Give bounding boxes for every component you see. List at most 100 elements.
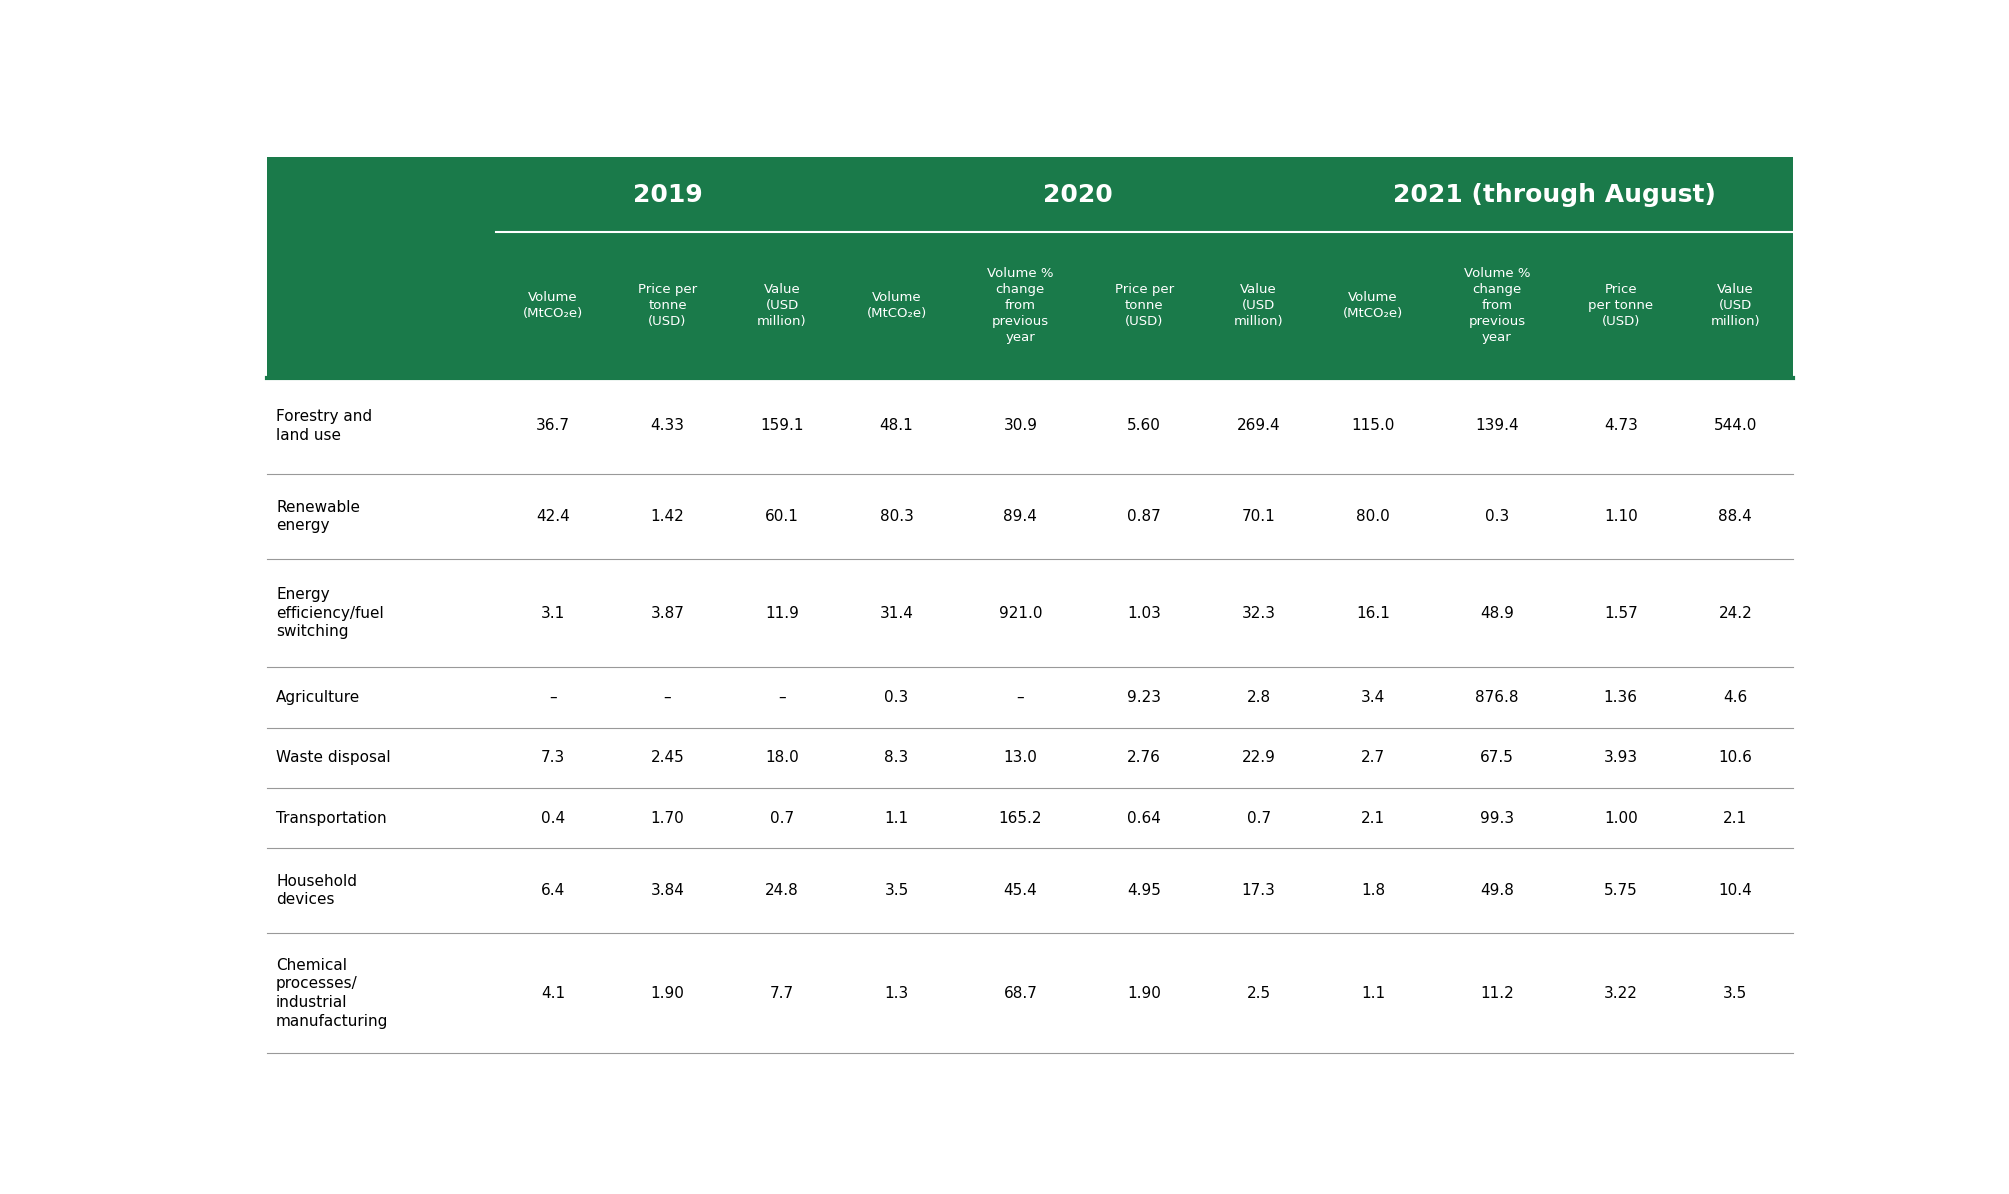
Text: Household
devices: Household devices (275, 874, 358, 907)
Text: 1.00: 1.00 (1603, 811, 1637, 826)
Text: Volume
(MtCO₂e): Volume (MtCO₂e) (1344, 290, 1402, 320)
Text: 2.7: 2.7 (1360, 750, 1386, 765)
Text: 80.3: 80.3 (880, 509, 914, 524)
Text: 7.7: 7.7 (769, 985, 794, 1001)
Text: 544.0: 544.0 (1714, 418, 1758, 433)
Text: 7.3: 7.3 (540, 750, 565, 765)
Text: 159.1: 159.1 (759, 418, 804, 433)
Text: 36.7: 36.7 (536, 418, 571, 433)
Text: Energy
efficiency/fuel
switching: Energy efficiency/fuel switching (275, 587, 384, 639)
Text: –: – (1017, 690, 1025, 704)
Text: Value
(USD
million): Value (USD million) (1710, 283, 1760, 327)
Text: 4.1: 4.1 (540, 985, 565, 1001)
Text: 42.4: 42.4 (536, 509, 571, 524)
Text: 5.60: 5.60 (1127, 418, 1161, 433)
Text: 3.1: 3.1 (540, 605, 565, 621)
Text: Value
(USD
million): Value (USD million) (757, 283, 808, 327)
Text: 8.3: 8.3 (884, 750, 908, 765)
Text: 22.9: 22.9 (1242, 750, 1276, 765)
Text: 1.8: 1.8 (1360, 884, 1386, 898)
Text: 1.70: 1.70 (651, 811, 685, 826)
Text: Value
(USD
million): Value (USD million) (1234, 283, 1284, 327)
Text: 3.93: 3.93 (1603, 750, 1637, 765)
Text: 6.4: 6.4 (540, 884, 565, 898)
Text: 13.0: 13.0 (1002, 750, 1037, 765)
Text: 3.4: 3.4 (1360, 690, 1386, 704)
Text: 1.1: 1.1 (1360, 985, 1386, 1001)
Text: Volume
(MtCO₂e): Volume (MtCO₂e) (866, 290, 926, 320)
Text: Volume %
change
from
previous
year: Volume % change from previous year (986, 266, 1053, 344)
Text: Chemical
processes/
industrial
manufacturing: Chemical processes/ industrial manufactu… (275, 958, 388, 1028)
Text: 0.4: 0.4 (540, 811, 565, 826)
Text: 0.7: 0.7 (1246, 811, 1272, 826)
Text: 5.75: 5.75 (1603, 884, 1637, 898)
Text: 11.2: 11.2 (1481, 985, 1515, 1001)
Text: Renewable
energy: Renewable energy (275, 500, 360, 534)
Text: 2.8: 2.8 (1246, 690, 1272, 704)
Text: 269.4: 269.4 (1238, 418, 1280, 433)
Text: 2.76: 2.76 (1127, 750, 1161, 765)
Text: 11.9: 11.9 (765, 605, 800, 621)
Text: 2.1: 2.1 (1360, 811, 1386, 826)
Text: Waste disposal: Waste disposal (275, 750, 390, 765)
Text: Price per
tonne
(USD): Price per tonne (USD) (1115, 283, 1173, 327)
Text: 2021 (through August): 2021 (through August) (1392, 183, 1716, 207)
Text: 0.3: 0.3 (1485, 509, 1509, 524)
Text: 89.4: 89.4 (1002, 509, 1037, 524)
Text: Forestry and
land use: Forestry and land use (275, 410, 372, 443)
Text: 2.45: 2.45 (651, 750, 685, 765)
Text: 60.1: 60.1 (765, 509, 800, 524)
Text: –: – (777, 690, 786, 704)
Text: 1.90: 1.90 (1127, 985, 1161, 1001)
Text: Price per
tonne
(USD): Price per tonne (USD) (639, 283, 697, 327)
Text: 4.95: 4.95 (1127, 884, 1161, 898)
Text: 9.23: 9.23 (1127, 690, 1161, 704)
Text: 139.4: 139.4 (1475, 418, 1519, 433)
Text: 3.22: 3.22 (1603, 985, 1637, 1001)
Text: 31.4: 31.4 (880, 605, 914, 621)
Text: Transportation: Transportation (275, 811, 386, 826)
Text: 45.4: 45.4 (1002, 884, 1037, 898)
Text: 1.1: 1.1 (884, 811, 908, 826)
Text: 4.33: 4.33 (651, 418, 685, 433)
Text: 70.1: 70.1 (1242, 509, 1276, 524)
Text: 2020: 2020 (1043, 183, 1113, 207)
Text: 115.0: 115.0 (1352, 418, 1394, 433)
Text: 18.0: 18.0 (765, 750, 800, 765)
Text: 1.42: 1.42 (651, 509, 685, 524)
Text: 10.4: 10.4 (1718, 884, 1752, 898)
Text: Volume
(MtCO₂e): Volume (MtCO₂e) (522, 290, 583, 320)
Text: 80.0: 80.0 (1356, 509, 1390, 524)
Bar (267, 377, 1792, 1053)
Text: 1.90: 1.90 (651, 985, 685, 1001)
Text: 30.9: 30.9 (1002, 418, 1037, 433)
Text: 1.10: 1.10 (1603, 509, 1637, 524)
Text: 16.1: 16.1 (1356, 605, 1390, 621)
Text: 921.0: 921.0 (998, 605, 1043, 621)
Text: 32.3: 32.3 (1242, 605, 1276, 621)
Text: 165.2: 165.2 (998, 811, 1043, 826)
Text: 4.6: 4.6 (1724, 690, 1748, 704)
Text: 4.73: 4.73 (1603, 418, 1637, 433)
Text: 3.5: 3.5 (884, 884, 908, 898)
Text: Volume %
change
from
previous
year: Volume % change from previous year (1465, 266, 1531, 344)
Text: 24.8: 24.8 (765, 884, 800, 898)
Text: 10.6: 10.6 (1718, 750, 1752, 765)
Text: 2.5: 2.5 (1246, 985, 1272, 1001)
Text: –: – (548, 690, 556, 704)
Text: 0.87: 0.87 (1127, 509, 1161, 524)
Text: Agriculture: Agriculture (275, 690, 360, 704)
Text: 876.8: 876.8 (1475, 690, 1519, 704)
Text: 0.3: 0.3 (884, 690, 908, 704)
Text: 48.1: 48.1 (880, 418, 914, 433)
Text: 0.64: 0.64 (1127, 811, 1161, 826)
Text: 1.36: 1.36 (1603, 690, 1637, 704)
Text: 49.8: 49.8 (1481, 884, 1515, 898)
Text: Price
per tonne
(USD): Price per tonne (USD) (1589, 283, 1653, 327)
Text: 68.7: 68.7 (1002, 985, 1037, 1001)
Text: 99.3: 99.3 (1481, 811, 1515, 826)
Text: 0.7: 0.7 (769, 811, 794, 826)
Text: 1.57: 1.57 (1603, 605, 1637, 621)
Text: 1.03: 1.03 (1127, 605, 1161, 621)
Text: 2.1: 2.1 (1724, 811, 1748, 826)
